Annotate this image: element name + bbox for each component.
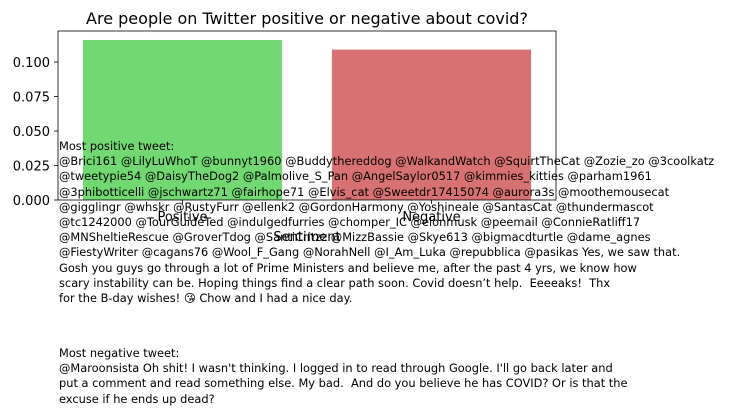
y-tick-label: 0.025 <box>13 160 50 175</box>
y-tick-label: 0.050 <box>13 125 50 140</box>
plot-frame <box>57 30 557 201</box>
y-axis: 0.000 0.025 0.050 0.075 0.100 <box>13 56 58 209</box>
x-axis: Sentiment Positive Negative <box>157 200 461 245</box>
y-tick-label: 0.100 <box>13 56 50 71</box>
x-axis-label: Sentiment <box>273 230 340 245</box>
most-negative-tweet: Most negative tweet: @Maroonsista Oh shi… <box>59 346 628 406</box>
bar-negative <box>331 49 532 201</box>
plot-area <box>57 30 557 201</box>
y-tick-label: 0.000 <box>13 194 50 209</box>
most-positive-tweet: Most positive tweet: @Brici161 @LilyLuWh… <box>59 139 715 306</box>
x-tick-label-negative: Negative <box>402 210 460 225</box>
bar-positive <box>82 39 283 200</box>
x-tick-label-positive: Positive <box>157 210 207 225</box>
y-tick-label: 0.075 <box>13 91 50 106</box>
chart-title: Are people on Twitter positive or negati… <box>86 9 528 28</box>
